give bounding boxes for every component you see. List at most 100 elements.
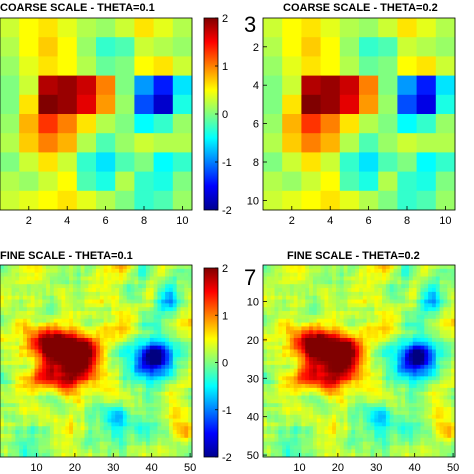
fine-01-cell bbox=[107, 453, 112, 458]
fine-02-cell bbox=[355, 349, 360, 354]
fine-01-cell bbox=[46, 353, 51, 358]
fine-01-cell bbox=[149, 441, 154, 446]
fine-02-cell bbox=[316, 272, 321, 277]
fine-01-cell bbox=[23, 322, 28, 327]
coarse-02-cell bbox=[320, 37, 341, 57]
fine-01-cell bbox=[72, 368, 78, 373]
fine-01-cell bbox=[184, 441, 189, 446]
fine-01-cell bbox=[46, 453, 51, 458]
coarse-01-cell bbox=[57, 75, 78, 96]
fine-01-cell bbox=[103, 391, 108, 396]
fine-01-cell bbox=[184, 399, 189, 404]
fine-01-cell bbox=[165, 403, 170, 408]
fine-01-cell bbox=[84, 395, 89, 400]
coarse-02-cell bbox=[378, 114, 398, 134]
fine-01-cell bbox=[153, 399, 158, 404]
fine-01-cell bbox=[7, 387, 12, 393]
fine-01-cell bbox=[84, 265, 89, 270]
fine-01-cell bbox=[92, 345, 97, 350]
fine-01-cell bbox=[34, 361, 39, 366]
coarse-02-cell bbox=[263, 133, 283, 153]
fine-01-cell bbox=[76, 276, 82, 281]
fine-01-cell bbox=[80, 303, 85, 308]
fine-01-cell bbox=[46, 441, 51, 446]
fine-01-cell bbox=[3, 291, 9, 297]
fine-01-cell bbox=[134, 430, 139, 435]
fine-01-cell bbox=[103, 395, 108, 400]
fine-01-cell bbox=[3, 318, 9, 323]
fine-01-cell bbox=[26, 384, 32, 389]
fine-01-cell bbox=[161, 368, 166, 373]
fine-01-cell bbox=[149, 341, 154, 347]
fine-01-cell bbox=[26, 376, 32, 381]
fine-01-cell bbox=[46, 284, 51, 289]
fine-01-cell bbox=[161, 426, 166, 431]
fine-02-cell bbox=[412, 265, 417, 270]
fine-01-cell bbox=[145, 288, 151, 293]
fine-01-cell bbox=[49, 453, 55, 458]
fine-02-cell bbox=[343, 307, 348, 312]
fine-01-cell bbox=[88, 380, 93, 385]
fine-02-cell bbox=[420, 291, 425, 297]
fine-02-cell bbox=[289, 288, 295, 293]
fine-02-cell bbox=[343, 276, 348, 281]
coarse-02-cell bbox=[263, 94, 283, 115]
fine-01-cell bbox=[99, 314, 105, 320]
fine-02-cell bbox=[328, 345, 333, 350]
fine-01-cell bbox=[0, 426, 5, 431]
fine-01-cell bbox=[145, 341, 151, 347]
fine-01-cell bbox=[134, 387, 139, 393]
fine-02-cell bbox=[266, 276, 272, 281]
fine-01-cell bbox=[111, 311, 116, 316]
fine-02-cell bbox=[451, 345, 456, 350]
fine-02-cell bbox=[335, 314, 341, 320]
fine-02-cell bbox=[324, 391, 329, 396]
coarse-01-cell bbox=[57, 114, 78, 134]
fine-02-cell bbox=[282, 322, 287, 327]
fine-02-cell bbox=[389, 337, 394, 343]
fine-02-cell bbox=[443, 291, 448, 297]
fine-02-cell bbox=[435, 311, 441, 316]
fine-02-cell bbox=[316, 326, 321, 331]
fine-01-cell bbox=[111, 395, 116, 400]
fine-02-cell bbox=[443, 272, 448, 277]
fine-01-cell bbox=[38, 284, 43, 289]
fine-01-cell bbox=[157, 303, 162, 308]
fine-01-cell bbox=[3, 353, 9, 358]
coarse-01-cell bbox=[38, 133, 58, 153]
fine-01-cell bbox=[7, 422, 12, 427]
fine-01-cell bbox=[145, 337, 151, 343]
fine-01-cell bbox=[0, 299, 5, 304]
fine-02-cell bbox=[274, 364, 279, 370]
fine-01-cell bbox=[7, 449, 12, 454]
fine-02-cell bbox=[301, 376, 306, 381]
fine-01-cell bbox=[180, 314, 185, 320]
fine-02-cell bbox=[332, 337, 337, 343]
fine-01-cell bbox=[0, 295, 5, 300]
fine-02-cell bbox=[278, 268, 283, 274]
fine-02-cell bbox=[301, 410, 306, 416]
fine-01-cell bbox=[138, 288, 143, 293]
fine-01-cell bbox=[157, 403, 162, 408]
fine-01-cell bbox=[168, 307, 174, 312]
fine-01-cell bbox=[34, 341, 39, 347]
fine-01-cell bbox=[49, 318, 55, 323]
fine-02-cell bbox=[286, 384, 291, 389]
fine-01-cell bbox=[99, 426, 105, 431]
fine-01-cell bbox=[84, 276, 89, 281]
fine-01-cell bbox=[115, 311, 120, 316]
fine-01-cell bbox=[119, 330, 124, 335]
fine-02-cell bbox=[378, 372, 383, 377]
fine-02-cell bbox=[405, 430, 410, 435]
fine-02-cell bbox=[362, 311, 368, 316]
fine-02-cell bbox=[451, 387, 456, 393]
fine-02-cell bbox=[405, 407, 410, 412]
fine-01-cell bbox=[92, 376, 97, 381]
fine-01-cell bbox=[80, 441, 85, 446]
fine-01-cell bbox=[176, 295, 181, 300]
fine-01-cell bbox=[122, 284, 128, 289]
fine-02-cell bbox=[339, 433, 345, 439]
fine-01-cell bbox=[103, 361, 108, 366]
fine-01-cell bbox=[69, 311, 74, 316]
fine-02-cell bbox=[328, 307, 333, 312]
